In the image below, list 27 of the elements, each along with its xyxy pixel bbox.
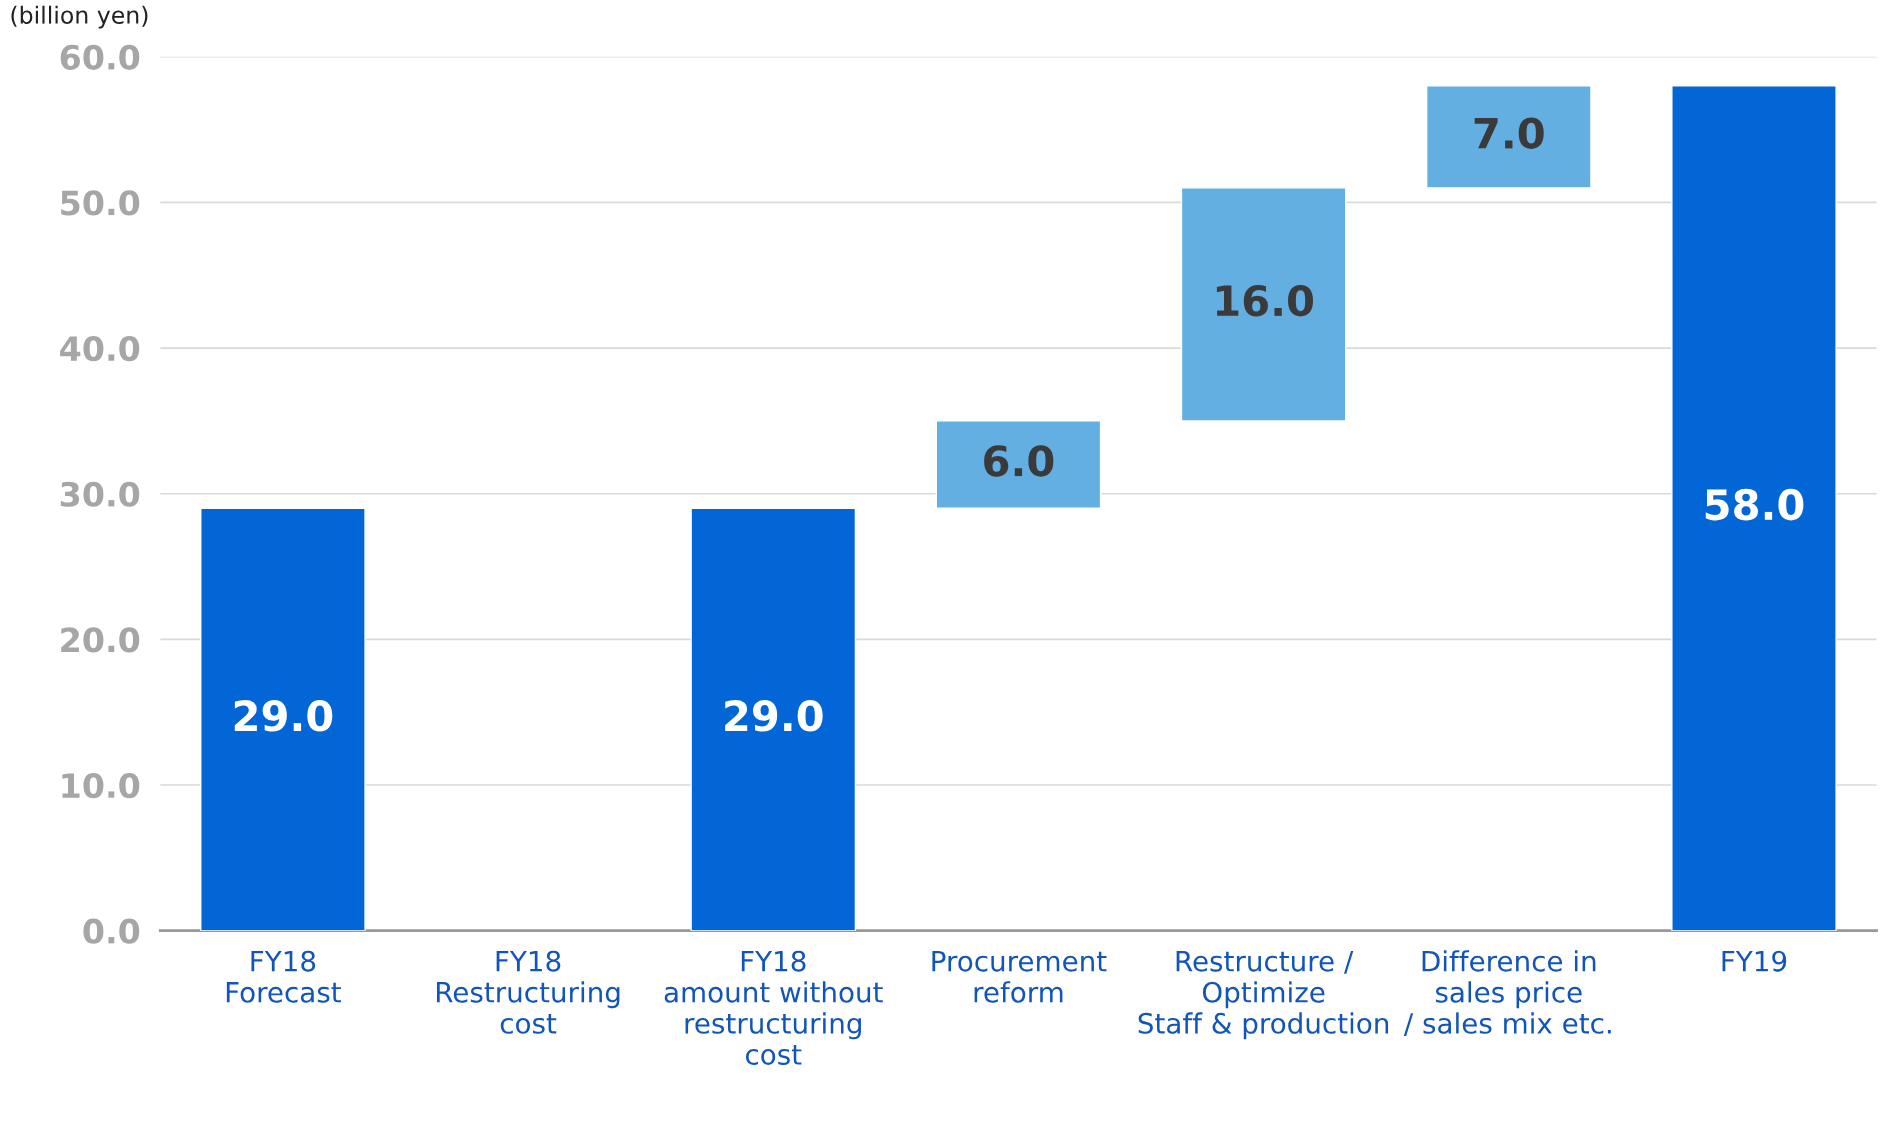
x-tick-label: Difference in sales price / sales mix etc. (1403, 950, 1611, 1037)
x-tick-label: Restructure / Optimize Staff & production (1138, 951, 1389, 1040)
y-axis-title: (billion yen) (11, 5, 148, 29)
y-tick-label: 20.0 (61, 627, 140, 653)
data-label: 16.0 (1216, 284, 1314, 317)
y-tick-label: 50.0 (61, 190, 140, 216)
x-tick-label: FY19 (1722, 950, 1787, 972)
y-tick-label: 30.0 (60, 481, 140, 507)
bar (935, 420, 1102, 509)
y-tick-label: 60.0 (60, 44, 140, 70)
x-tick-label: Procurement reform (932, 951, 1107, 1003)
y-tick-label: 0.0 (83, 918, 140, 944)
data-label: 58.0 (1705, 488, 1804, 521)
bar (1180, 187, 1347, 422)
bar (1425, 85, 1592, 189)
y-tick-label: 10.0 (62, 772, 140, 799)
data-label: 6.0 (984, 445, 1054, 477)
y-tick-label: 40.0 (60, 335, 140, 362)
data-label: 29.0 (234, 700, 333, 732)
x-tick-label: FY18 amount without restructuring cost (664, 950, 883, 1065)
bar (200, 507, 366, 931)
bar (690, 507, 857, 931)
data-label: 29.0 (725, 700, 823, 732)
x-tick-label: FY18 Forecast (226, 950, 341, 1003)
bar (1671, 85, 1837, 931)
data-label: 7.0 (1474, 117, 1544, 149)
x-tick-label: FY18 Restructuring cost (436, 950, 620, 1034)
